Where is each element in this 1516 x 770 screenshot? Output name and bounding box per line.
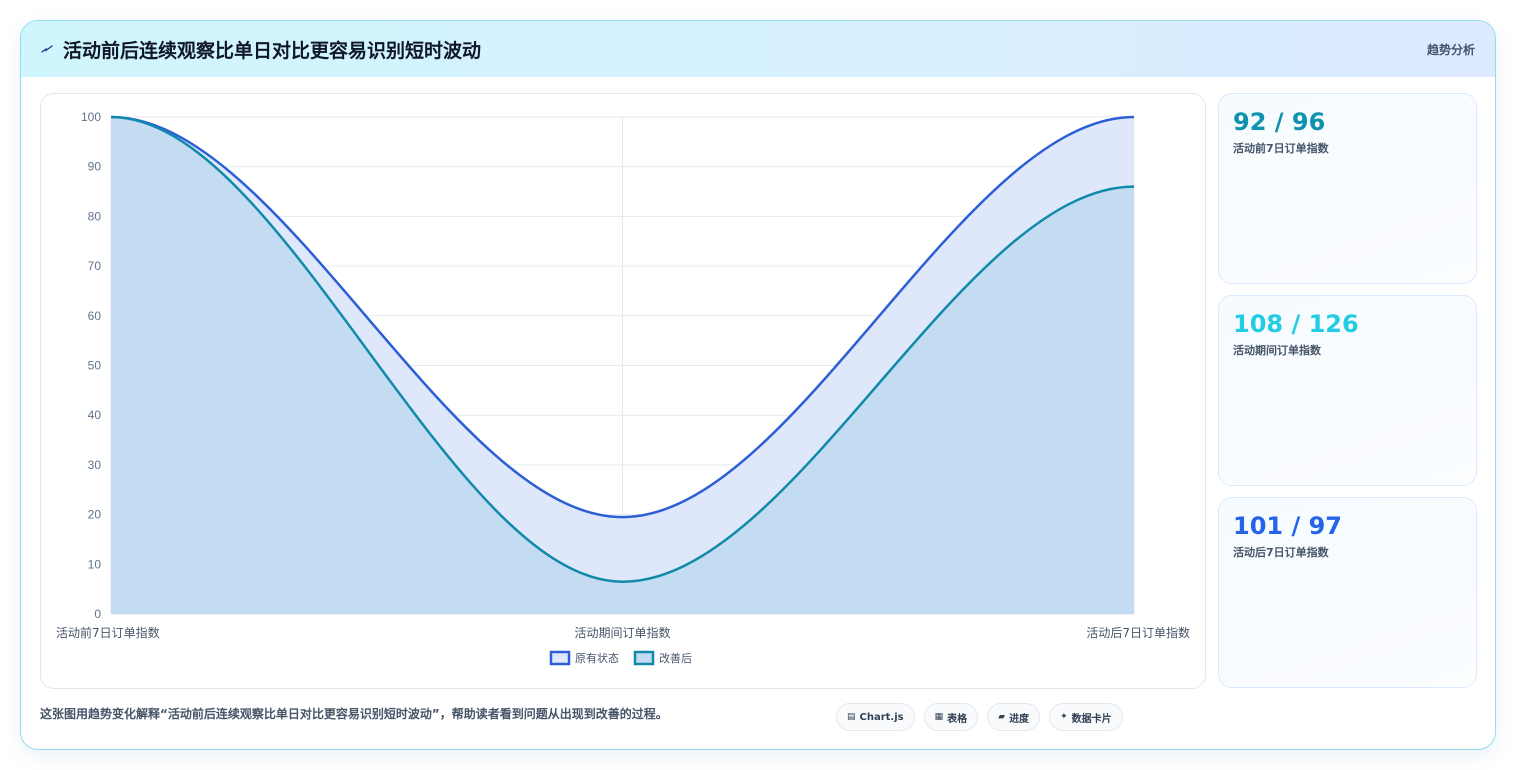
bolt-icon <box>41 45 53 53</box>
chip-progress[interactable]: ▰ 进度 <box>987 703 1041 731</box>
footer-note: 这张图用趋势变化解释“活动前后连续观察比单日对比更容易识别短时波动”，帮助读者看… <box>40 707 668 721</box>
y-tick-label: 50 <box>88 359 102 373</box>
stat-label: 活动期间订单指数 <box>1233 344 1321 357</box>
y-tick-label: 0 <box>94 607 101 621</box>
y-tick-label: 20 <box>88 508 102 522</box>
header-left: 活动前后连续观察比单日对比更容易识别短时波动 <box>41 36 481 63</box>
page-title: 活动前后连续观察比单日对比更容易识别短时波动 <box>63 39 482 62</box>
x-tick-label: 活动期间订单指数 <box>574 625 670 640</box>
card-header: 活动前后连续观察比单日对比更容易识别短时波动 趋势分析 <box>21 21 1495 77</box>
progress-icon: ▰ <box>998 712 1006 722</box>
stat-value: 101 / 97 <box>1233 512 1342 540</box>
legend-swatch <box>633 650 655 666</box>
header-tag: 趋势分析 <box>1426 42 1475 57</box>
stat-value: 92 / 96 <box>1233 108 1326 136</box>
y-tick-label: 30 <box>88 458 102 472</box>
y-tick-label: 90 <box>88 160 102 174</box>
legend-label: 改善后 <box>659 651 692 665</box>
y-tick-label: 80 <box>88 209 102 223</box>
main-card: 活动前后连续观察比单日对比更容易识别短时波动 趋势分析 0 10 20 30 40 50 6… <box>20 20 1496 750</box>
chip-table[interactable]: ▦ 表格 <box>923 703 979 731</box>
table-icon: ▦ <box>934 712 944 722</box>
stat-card: 108 / 126 活动期间订单指数 <box>1218 295 1477 486</box>
y-tick-label: 10 <box>88 557 102 571</box>
y-tick-label: 40 <box>88 408 102 422</box>
chip-label: 表格 <box>947 713 968 725</box>
sparkle-icon: ✦ <box>1060 712 1068 722</box>
stat-card: 92 / 96 活动前7日订单指数 <box>1218 93 1477 284</box>
series-area-1 <box>111 117 1134 614</box>
chip-label: Chart.js <box>859 711 904 723</box>
legend-label: 原有状态 <box>575 651 619 665</box>
x-tick-label: 活动后7日订单指数 <box>1086 625 1190 640</box>
stat-cards: 92 / 96 活动前7日订单指数 108 / 126 活动期间订单指数 101 / 9… <box>1218 93 1478 699</box>
stat-label: 活动前7日订单指数 <box>1233 142 1329 155</box>
y-tick-label: 60 <box>88 309 102 323</box>
chart-icon: ▤ <box>847 712 856 722</box>
x-tick-label: 活动前7日订单指数 <box>56 625 160 640</box>
chip-sparkle[interactable]: ✦ 数据卡片 <box>1049 703 1123 731</box>
chart-svg: 0 10 20 30 40 50 60 70 80 90 100 活动前7日订单指数 活动期间订单指数 活… <box>56 110 1190 666</box>
chart-panel: 0 10 20 30 40 50 60 70 80 90 100 活动前7日订单指数 活动期间订单指数 活… <box>40 93 1206 689</box>
stat-label: 活动后7日订单指数 <box>1233 546 1329 559</box>
chip-chart[interactable]: ▤ Chart.js <box>836 703 915 731</box>
series-line-1 <box>110 115 1135 583</box>
chip-label: 进度 <box>1009 713 1030 725</box>
chip-label: 数据卡片 <box>1071 713 1112 725</box>
stat-value: 108 / 126 <box>1233 310 1359 338</box>
stat-card: 101 / 97 活动后7日订单指数 <box>1218 497 1477 688</box>
legend-swatch <box>549 650 571 666</box>
y-tick-label: 70 <box>88 259 102 273</box>
series-line-0 <box>110 115 1135 519</box>
y-tick-label: 100 <box>81 110 101 124</box>
chip-list: ▤ Chart.js ▦ 表格 ▰ 进度 ✦ 数据卡片 <box>836 703 1123 731</box>
